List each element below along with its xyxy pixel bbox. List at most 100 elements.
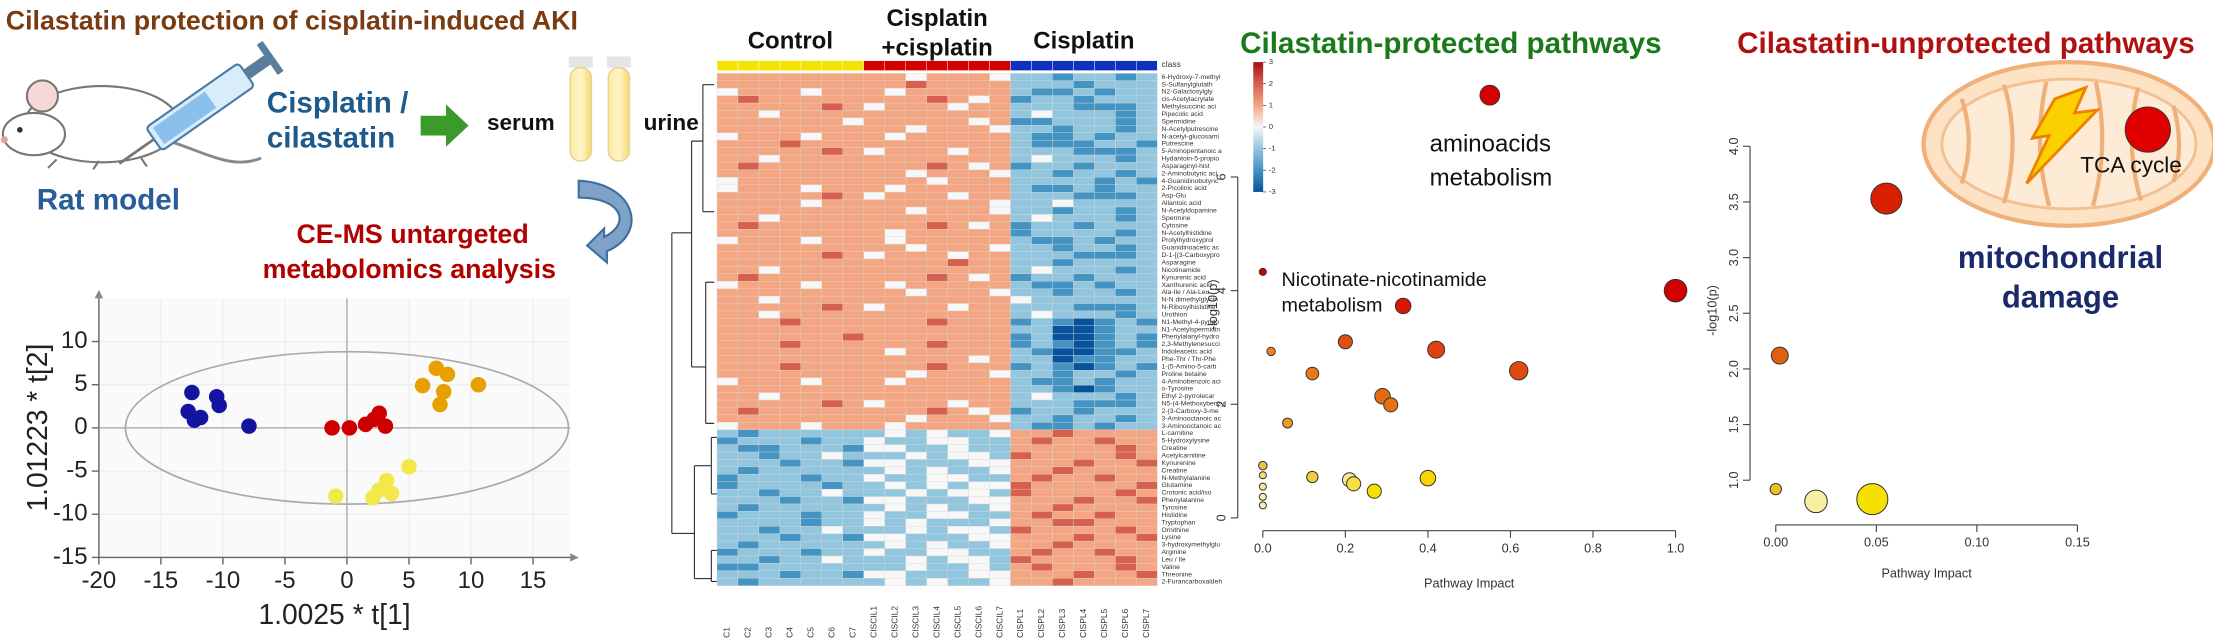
- heatmap-cell: [779, 496, 802, 505]
- heatmap-cell: [968, 362, 990, 371]
- heatmap-cell: [779, 422, 802, 430]
- heatmap-cell: [800, 503, 823, 512]
- heatmap-cell: [1094, 437, 1116, 445]
- heatmap-cell: [884, 437, 906, 445]
- row-label: Allantoic acid: [1162, 200, 1202, 207]
- heatmap-cell: [1136, 154, 1158, 163]
- heatmap-cell: [779, 295, 802, 304]
- point: [186, 412, 203, 428]
- heatmap-cell: [947, 177, 969, 185]
- heatmap-cell: [779, 102, 802, 111]
- heatmap-cell: [737, 325, 760, 334]
- heatmap-cell: [716, 488, 739, 497]
- heatmap-cell: [779, 169, 802, 178]
- heatmap-cell: [1073, 117, 1095, 126]
- heatmap-cell: [800, 451, 823, 460]
- heatmap-cell: [1052, 266, 1074, 275]
- heatmap-cell: [1136, 140, 1158, 148]
- heatmap-cell: [1115, 169, 1137, 178]
- row-label: 2-Furancarboxaldeh: [1162, 579, 1223, 586]
- heatmap-cell: [1031, 169, 1053, 178]
- heatmap-cell: [842, 117, 864, 126]
- heatmap-cell: [968, 570, 990, 579]
- heatmap-cell: [926, 347, 948, 356]
- heatmap-cell: [1052, 399, 1074, 408]
- heatmap-cell: [1136, 570, 1158, 579]
- heatmap-cell: [905, 362, 927, 371]
- bubble: [1663, 278, 1688, 303]
- heatmap-cell: [884, 169, 906, 178]
- heatmap-cell: [779, 526, 802, 534]
- heatmap-cell: [779, 154, 802, 163]
- heatmap-cell: [884, 303, 906, 312]
- heatmap-cell: [716, 518, 739, 527]
- heatmap-cell: [863, 459, 885, 468]
- bubble: [1804, 489, 1828, 514]
- heatmap-cell: [905, 295, 927, 304]
- heatmap-cell: [1073, 422, 1095, 430]
- heatmap-cell: [821, 474, 843, 482]
- heatmap-cell: [716, 340, 739, 349]
- heatmap-cell: [926, 407, 948, 416]
- heatmap-cell: [926, 444, 948, 453]
- y-axis-label: 1.01223 * t[2]: [21, 344, 53, 512]
- heatmap-cell: [1136, 488, 1158, 497]
- heatmap-cell: [800, 258, 823, 267]
- bubble: [1258, 267, 1267, 276]
- heatmap-cell: [884, 281, 906, 289]
- heatmap-cell: [884, 110, 906, 119]
- heatmap-cell: [716, 533, 739, 542]
- heatmap-cell: [800, 206, 823, 215]
- heatmap-cell: [800, 73, 823, 81]
- heatmap-cell: [1052, 125, 1074, 133]
- heatmap-cell: [1010, 503, 1032, 512]
- heatmap-cell: [758, 147, 781, 156]
- heatmap-cell: [716, 385, 739, 393]
- heatmap-cell: [926, 221, 948, 230]
- annotation: TCA cycle: [2080, 152, 2182, 177]
- heatmap-cell: [737, 80, 760, 89]
- heatmap-cell: [842, 184, 864, 193]
- heatmap-cell: [1031, 288, 1053, 297]
- heatmap-cell: [758, 258, 781, 267]
- heatmap-cell: [737, 451, 760, 460]
- heatmap-cell: [905, 511, 927, 520]
- heatmap-cell: [842, 444, 864, 453]
- heatmap-cell: [716, 95, 739, 104]
- heatmap-cell: [842, 295, 864, 304]
- heatmap-cell: [1136, 318, 1158, 326]
- heatmap-cell: [842, 496, 864, 505]
- heatmap-cell: [800, 303, 823, 312]
- row-label: Methylsuccinic aci: [1162, 104, 1217, 111]
- heatmap-cell: [989, 288, 1011, 297]
- heatmap-cell: [863, 481, 885, 490]
- heatmap-cell: [989, 533, 1011, 542]
- heatmap-cell: [779, 88, 802, 96]
- heatmap-cell: [926, 140, 948, 148]
- heatmap-cell: [1031, 147, 1053, 156]
- heatmap-cell: [989, 318, 1011, 326]
- heatmap-cell: [1115, 496, 1137, 505]
- heatmap-cell: [884, 117, 906, 126]
- heatmap-cell: [1094, 392, 1116, 401]
- heatmap-cell: [779, 392, 802, 401]
- y-tick-label: -15: [53, 543, 88, 570]
- row-label: Xanthurenic acid: [1162, 282, 1213, 289]
- heatmap-cell: [1073, 578, 1095, 586]
- heatmap-cell: [905, 251, 927, 260]
- color-key-label: 0: [1269, 122, 1273, 131]
- class-bar: [968, 60, 990, 71]
- heatmap-cell: [989, 325, 1011, 334]
- heatmap-cell: [821, 125, 843, 133]
- heatmap-cell: [989, 88, 1011, 96]
- heatmap-cell: [947, 288, 969, 297]
- heatmap-cell: [863, 132, 885, 141]
- heatmap-cell: [947, 125, 969, 133]
- heatmap-cell: [1073, 414, 1095, 423]
- heatmap-cell: [758, 177, 781, 185]
- y-tick-label: 2.5: [1727, 304, 1741, 322]
- heatmap-cell: [863, 199, 885, 208]
- column-label: CISPL4: [1078, 608, 1088, 637]
- heatmap-cell: [1115, 355, 1137, 364]
- heatmap-cell: [1010, 258, 1032, 267]
